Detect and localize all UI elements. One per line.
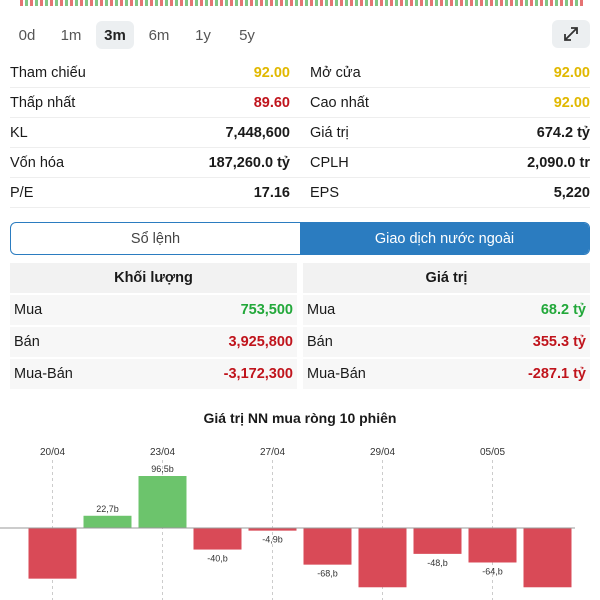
volume-row-buy: Mua 753,500	[10, 295, 297, 325]
stat-row: Tham chiếu 92.00 Mở cửa 92.00	[10, 58, 590, 88]
stat-label-low: Thấp nhất	[10, 94, 76, 111]
chart-date-label: 23/04	[150, 447, 175, 458]
chart-date-label: 20/04	[40, 447, 65, 458]
chart-data-label: 96,5b	[151, 464, 174, 474]
volume-row-sell: Bán 3,925,800	[10, 327, 297, 357]
stat-label-volume: KL	[10, 124, 28, 141]
period-tab-3m[interactable]: 3m	[96, 21, 134, 49]
stat-value-shares-outstanding: 2,090.0 tr	[527, 154, 590, 171]
row-label: Bán	[307, 334, 333, 350]
stat-label-trade-value: Giá trị	[310, 124, 349, 141]
view-segment-control: Sổ lệnh Giao dịch nước ngoài	[10, 222, 590, 255]
stat-value-open: 92.00	[553, 64, 590, 81]
chart-data-label: -64,b	[482, 566, 503, 576]
chart-data-label: -40,b	[207, 554, 228, 564]
chart-title: Giá trị NN mua ròng 10 phiên	[203, 410, 397, 426]
stat-row: KL 7,448,600 Giá trị 674.2 tỷ	[10, 118, 590, 148]
net-foreign-value-chart: 20/04 23/04 27/04 29/04 05/05 22,7b 96,5b -40,b…	[0, 447, 575, 600]
value-panel: Giá trị Mua 68.2 tỷ Bán 355.3 tỷ Mua-Bán -2…	[303, 263, 590, 389]
chart-data-label: -48,b	[427, 558, 448, 568]
stat-label-shares-outstanding: CPLH	[310, 154, 349, 171]
chart-data-label: -68,b	[317, 569, 338, 579]
stat-label-eps: EPS	[310, 184, 340, 201]
chart-bar[interactable]	[303, 528, 352, 565]
row-label: Mua	[307, 302, 336, 318]
stat-value-reference: 92.00	[253, 64, 290, 81]
chart-bar[interactable]	[413, 528, 462, 554]
stat-value-eps: 5,220	[553, 184, 590, 201]
volume-panel-title: Khối lượng	[10, 263, 297, 293]
period-tab-0d[interactable]: 0d	[18, 26, 36, 44]
stat-label-open: Mở cửa	[310, 64, 361, 81]
chart-bar[interactable]	[138, 476, 187, 528]
period-tab-1y[interactable]: 1y	[195, 26, 211, 44]
stat-row: P/E 17.16 EPS 5,220	[10, 178, 590, 208]
row-value: 355.3 tỷ	[532, 334, 586, 350]
row-label: Bán	[14, 334, 40, 350]
row-label: Mua	[14, 302, 43, 318]
period-tab-6m[interactable]: 6m	[148, 26, 170, 44]
stat-row: Vốn hóa 187,260.0 tỷ CPLH 2,090.0 tr	[10, 148, 590, 178]
period-tab-5y[interactable]: 5y	[239, 26, 255, 44]
expand-diagonal-icon	[564, 27, 578, 41]
value-row-sell: Bán 355.3 tỷ	[303, 327, 590, 357]
chart-bar[interactable]	[468, 528, 517, 563]
chart-date-label: 27/04	[260, 447, 285, 458]
chart-date-label: 05/05	[480, 447, 505, 458]
stat-row: Thấp nhất 89.60 Cao nhất 92.00	[10, 88, 590, 118]
stat-value-trade-value: 674.2 tỷ	[536, 124, 590, 141]
period-tab-1m[interactable]: 1m	[60, 26, 82, 44]
stat-value-pe: 17.16	[253, 184, 290, 201]
value-row-buy: Mua 68.2 tỷ	[303, 295, 590, 325]
stat-value-low: 89.60	[253, 94, 290, 111]
chart-bar[interactable]	[248, 528, 297, 531]
row-value: -287.1 tỷ	[527, 366, 586, 382]
chart-bar[interactable]	[83, 515, 132, 528]
stat-value-volume: 7,448,600	[225, 124, 290, 141]
row-label: Mua-Bán	[14, 366, 73, 382]
chart-data-label: 22,7b	[96, 504, 119, 514]
row-value: 3,925,800	[228, 334, 293, 350]
chart-bar[interactable]	[193, 528, 242, 550]
chart-bar[interactable]	[28, 528, 77, 579]
row-value: 68.2 tỷ	[540, 302, 586, 318]
chart-bar[interactable]	[523, 528, 572, 588]
volume-row-net: Mua-Bán -3,172,300	[10, 359, 297, 389]
value-panel-title: Giá trị	[303, 263, 590, 293]
tab-order-book[interactable]: Sổ lệnh	[130, 230, 181, 247]
stat-label-market-cap: Vốn hóa	[10, 154, 65, 171]
row-value: 753,500	[240, 302, 293, 318]
chart-data-label: -4,9b	[262, 535, 283, 545]
stock-stats: Tham chiếu 92.00 Mở cửa 92.00 Thấp nhất 89.…	[10, 58, 590, 208]
row-value: -3,172,300	[223, 366, 293, 382]
stat-value-high: 92.00	[553, 94, 590, 111]
stat-label-pe: P/E	[10, 184, 34, 201]
tab-foreign-trading[interactable]: Giao dịch nước ngoài	[300, 223, 589, 254]
stat-label-high: Cao nhất	[310, 94, 369, 111]
row-label: Mua-Bán	[307, 366, 366, 382]
period-tabs: 0d 1m 3m 6m 1y 5y	[8, 20, 272, 50]
value-row-net: Mua-Bán -287.1 tỷ	[303, 359, 590, 389]
expand-button[interactable]	[552, 20, 590, 48]
stat-label-reference: Tham chiếu	[10, 64, 86, 81]
chart-bar[interactable]	[358, 528, 407, 588]
chart-date-label: 29/04	[370, 447, 395, 458]
volume-panel: Khối lượng Mua 753,500 Bán 3,925,800 Mua-B…	[10, 263, 297, 389]
stat-value-market-cap: 187,260.0 tỷ	[208, 154, 290, 171]
price-history-strip	[20, 0, 585, 6]
